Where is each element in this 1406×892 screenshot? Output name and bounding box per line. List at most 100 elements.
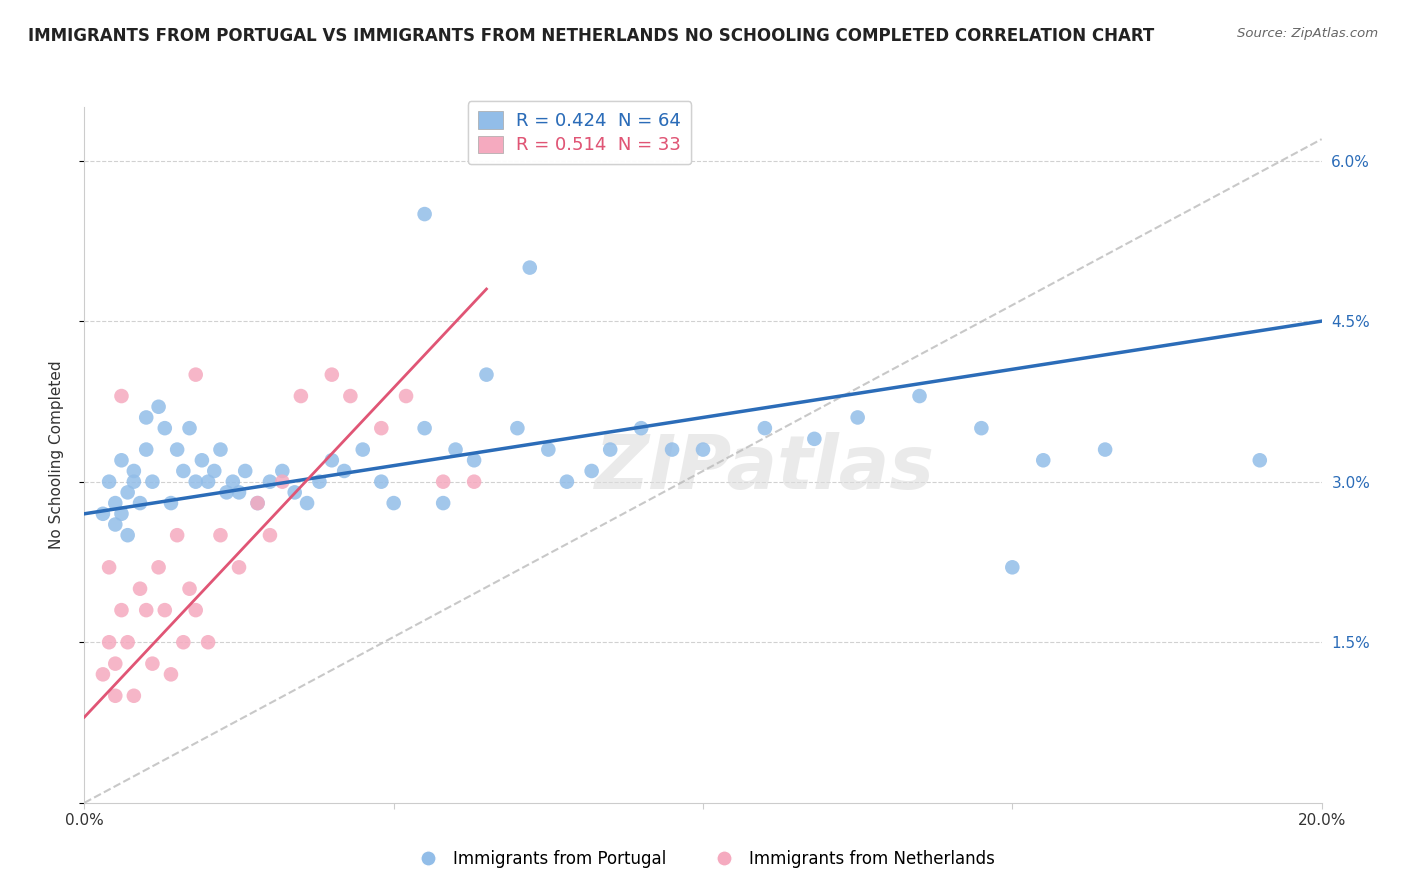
Point: [413, 421, 436, 435]
Point: [233, 464, 256, 478]
Point: [222, 475, 245, 489]
Point: [98, 560, 121, 574]
Text: ZIPatlas: ZIPatlas: [595, 433, 935, 506]
Point: [110, 453, 132, 467]
Legend: R = 0.424  N = 64, R = 0.514  N = 33: R = 0.424 N = 64, R = 0.514 N = 33: [468, 102, 690, 164]
Point: [104, 657, 127, 671]
Point: [104, 689, 127, 703]
Point: [581, 464, 603, 478]
Point: [184, 368, 207, 382]
Point: [382, 496, 405, 510]
Point: [1094, 442, 1116, 457]
Point: [166, 442, 188, 457]
Point: [117, 485, 139, 500]
Point: [184, 475, 207, 489]
Point: [413, 207, 436, 221]
Point: [209, 528, 232, 542]
Point: [153, 421, 176, 435]
Point: [370, 421, 392, 435]
Point: [122, 475, 145, 489]
Point: [295, 496, 318, 510]
Point: [463, 453, 485, 467]
Point: [197, 475, 219, 489]
Point: [506, 421, 529, 435]
Point: [160, 496, 183, 510]
Point: [846, 410, 869, 425]
Point: [630, 421, 652, 435]
Point: [135, 603, 157, 617]
Point: [692, 442, 714, 457]
Point: [104, 496, 127, 510]
Point: [339, 389, 361, 403]
Point: [352, 442, 374, 457]
Point: [308, 475, 330, 489]
Point: [259, 528, 281, 542]
Point: [754, 421, 776, 435]
Point: [122, 689, 145, 703]
Point: [290, 389, 312, 403]
Point: [104, 517, 127, 532]
Point: [197, 635, 219, 649]
Point: [91, 667, 114, 681]
Point: [1001, 560, 1024, 574]
Point: [555, 475, 578, 489]
Point: [98, 635, 121, 649]
Point: [141, 657, 163, 671]
Point: [110, 603, 132, 617]
Legend: Immigrants from Portugal, Immigrants from Netherlands: Immigrants from Portugal, Immigrants fro…: [405, 844, 1001, 875]
Text: IMMIGRANTS FROM PORTUGAL VS IMMIGRANTS FROM NETHERLANDS NO SCHOOLING COMPLETED C: IMMIGRANTS FROM PORTUGAL VS IMMIGRANTS F…: [28, 27, 1154, 45]
Point: [215, 485, 238, 500]
Point: [135, 410, 157, 425]
Point: [91, 507, 114, 521]
Point: [153, 603, 176, 617]
Point: [179, 582, 201, 596]
Point: [1249, 453, 1271, 467]
Point: [432, 475, 454, 489]
Point: [228, 560, 250, 574]
Point: [166, 528, 188, 542]
Point: [321, 453, 343, 467]
Point: [117, 635, 139, 649]
Point: [370, 475, 392, 489]
Point: [184, 603, 207, 617]
Point: [117, 528, 139, 542]
Point: [463, 475, 485, 489]
Point: [191, 453, 214, 467]
Point: [228, 485, 250, 500]
Y-axis label: No Schooling Completed: No Schooling Completed: [49, 360, 63, 549]
Point: [599, 442, 621, 457]
Point: [271, 475, 294, 489]
Point: [172, 635, 194, 649]
Point: [148, 560, 170, 574]
Point: [141, 475, 163, 489]
Point: [271, 464, 294, 478]
Point: [519, 260, 541, 275]
Point: [110, 389, 132, 403]
Point: [259, 475, 281, 489]
Point: [98, 475, 121, 489]
Point: [333, 464, 356, 478]
Point: [148, 400, 170, 414]
Point: [661, 442, 683, 457]
Point: [209, 442, 232, 457]
Point: [135, 442, 157, 457]
Point: [432, 496, 454, 510]
Point: [246, 496, 269, 510]
Point: [537, 442, 560, 457]
Point: [970, 421, 993, 435]
Point: [321, 368, 343, 382]
Point: [284, 485, 307, 500]
Point: [908, 389, 931, 403]
Point: [475, 368, 498, 382]
Point: [202, 464, 225, 478]
Text: Source: ZipAtlas.com: Source: ZipAtlas.com: [1237, 27, 1378, 40]
Point: [172, 464, 194, 478]
Point: [129, 582, 152, 596]
Point: [246, 496, 269, 510]
Point: [1032, 453, 1054, 467]
Point: [179, 421, 201, 435]
Point: [160, 667, 183, 681]
Point: [444, 442, 467, 457]
Point: [122, 464, 145, 478]
Point: [803, 432, 825, 446]
